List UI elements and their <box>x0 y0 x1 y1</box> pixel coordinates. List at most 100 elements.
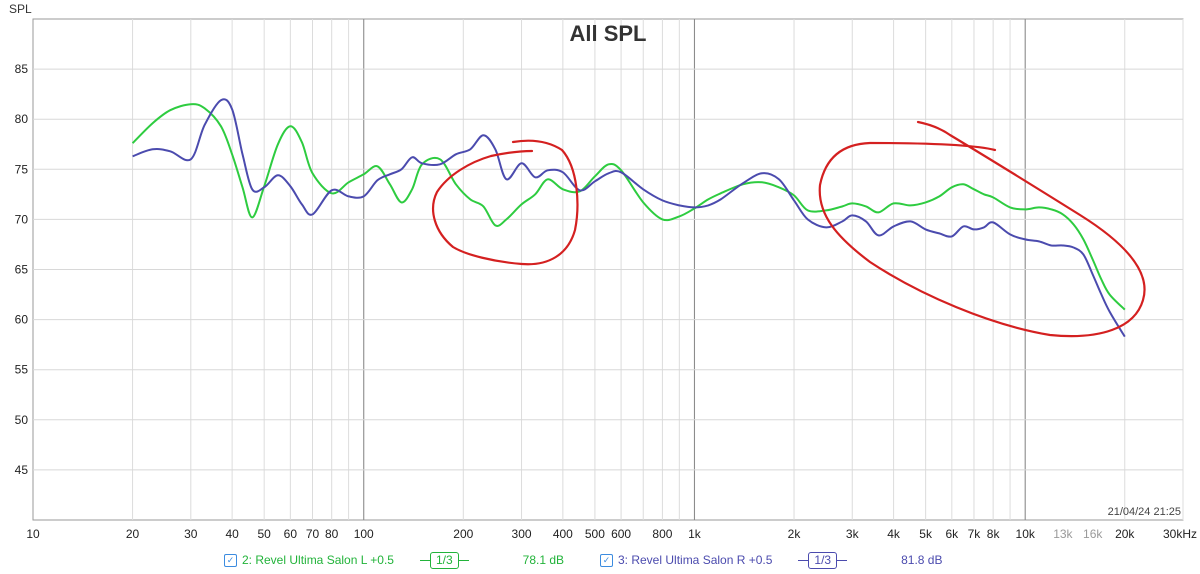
y-tick-label: 70 <box>15 212 29 226</box>
data-point <box>389 184 390 185</box>
data-point <box>742 183 743 184</box>
data-point <box>608 173 609 174</box>
data-point <box>1124 309 1125 310</box>
data-point <box>204 125 205 126</box>
grid <box>32 18 1184 521</box>
legend-left-label: 2: Revel Ultima Salon L +0.5 <box>242 553 394 567</box>
data-point <box>204 108 205 109</box>
y-tick-label: 65 <box>15 263 29 277</box>
data-point <box>893 226 894 227</box>
data-point <box>842 221 843 222</box>
timestamp: 21/04/24 21:25 <box>1108 506 1181 518</box>
x-tick-label: 60 <box>284 527 298 541</box>
data-point <box>910 205 911 206</box>
data-point <box>412 189 413 190</box>
x-tick-label: 6k <box>945 527 959 541</box>
x-tick-label: 80 <box>325 527 339 541</box>
data-point <box>242 187 243 188</box>
data-point <box>963 184 964 185</box>
x-tick-label: 3k <box>846 527 860 541</box>
data-point <box>506 179 507 180</box>
data-point <box>694 207 695 208</box>
data-point <box>1092 259 1093 260</box>
data-point <box>439 159 440 160</box>
data-point <box>1101 294 1102 295</box>
data-point <box>720 199 721 200</box>
data-point <box>132 156 133 157</box>
data-point <box>621 172 622 173</box>
x-tick-label: 30kHz <box>1163 527 1197 541</box>
data-point <box>277 144 278 145</box>
data-point <box>608 164 609 165</box>
data-point <box>1062 245 1063 246</box>
data-point <box>594 181 595 182</box>
data-point <box>363 174 364 175</box>
x-tick-label: 13k <box>1053 527 1073 541</box>
data-point <box>951 236 952 237</box>
data-point <box>470 199 471 200</box>
data-point <box>1073 247 1074 248</box>
legend-right-label: 3: Revel Ultima Salon R +0.5 <box>618 553 773 567</box>
data-point <box>579 190 580 191</box>
data-point <box>679 205 680 206</box>
x-tick-label: 40 <box>225 527 239 541</box>
data-point <box>412 157 413 158</box>
x-tick-label: 500 <box>585 527 605 541</box>
data-point <box>1109 311 1110 312</box>
data-point <box>483 135 484 136</box>
data-point <box>662 219 663 220</box>
y-tick-label: 45 <box>15 463 29 477</box>
data-point <box>562 172 563 173</box>
data-point <box>348 196 349 197</box>
legend-item-left: ✓ 2: Revel Ultima Salon L +0.5 1/3 78.1 … <box>224 549 564 571</box>
legend-right-checkbox[interactable]: ✓ <box>600 553 613 567</box>
data-point <box>277 175 278 176</box>
legend-left-smoothing-button[interactable]: 1/3 <box>419 551 469 569</box>
data-point <box>232 154 233 155</box>
data-point <box>643 202 644 203</box>
y-tick-label: 80 <box>15 112 29 126</box>
x-tick-label: 30 <box>184 527 198 541</box>
data-point <box>708 205 709 206</box>
data-point <box>242 154 243 155</box>
data-point <box>190 159 191 160</box>
data-point <box>152 149 153 150</box>
data-point <box>483 206 484 207</box>
chart-title: All SPL <box>569 21 646 46</box>
annotation-circle-mid <box>432 139 579 266</box>
x-tick-label: 70 <box>306 527 320 541</box>
annotation-circle-hf <box>818 120 1146 338</box>
data-point <box>190 104 191 105</box>
data-point <box>1025 239 1026 240</box>
data-point <box>594 176 595 177</box>
y-tick-label: 60 <box>15 313 29 327</box>
x-tick-label: 10 <box>26 527 40 541</box>
data-point <box>220 100 221 101</box>
x-tick-label: 200 <box>453 527 473 541</box>
data-point <box>1124 336 1125 337</box>
data-point <box>939 196 940 197</box>
y-tick-label: 85 <box>15 62 29 76</box>
data-point <box>1062 214 1063 215</box>
data-point <box>852 203 853 204</box>
data-point <box>793 195 794 196</box>
data-point <box>1109 294 1110 295</box>
data-point <box>377 180 378 181</box>
data-point <box>170 151 171 152</box>
x-tick-label: 4k <box>887 527 901 541</box>
data-point <box>1083 239 1084 240</box>
legend-right-level: 81.8 dB <box>901 553 943 567</box>
legend-left-checkbox[interactable]: ✓ <box>224 553 237 567</box>
data-point <box>963 226 964 227</box>
data-point <box>826 227 827 228</box>
data-point <box>506 219 507 220</box>
data-point <box>878 235 879 236</box>
data-point <box>807 219 808 220</box>
data-point <box>925 229 926 230</box>
data-point <box>865 221 866 222</box>
data-point <box>679 216 680 217</box>
data-point <box>521 204 522 205</box>
series-group <box>131 98 1126 338</box>
y-tick-label: 75 <box>15 162 29 176</box>
legend-right-smoothing-button[interactable]: 1/3 <box>798 551 848 569</box>
